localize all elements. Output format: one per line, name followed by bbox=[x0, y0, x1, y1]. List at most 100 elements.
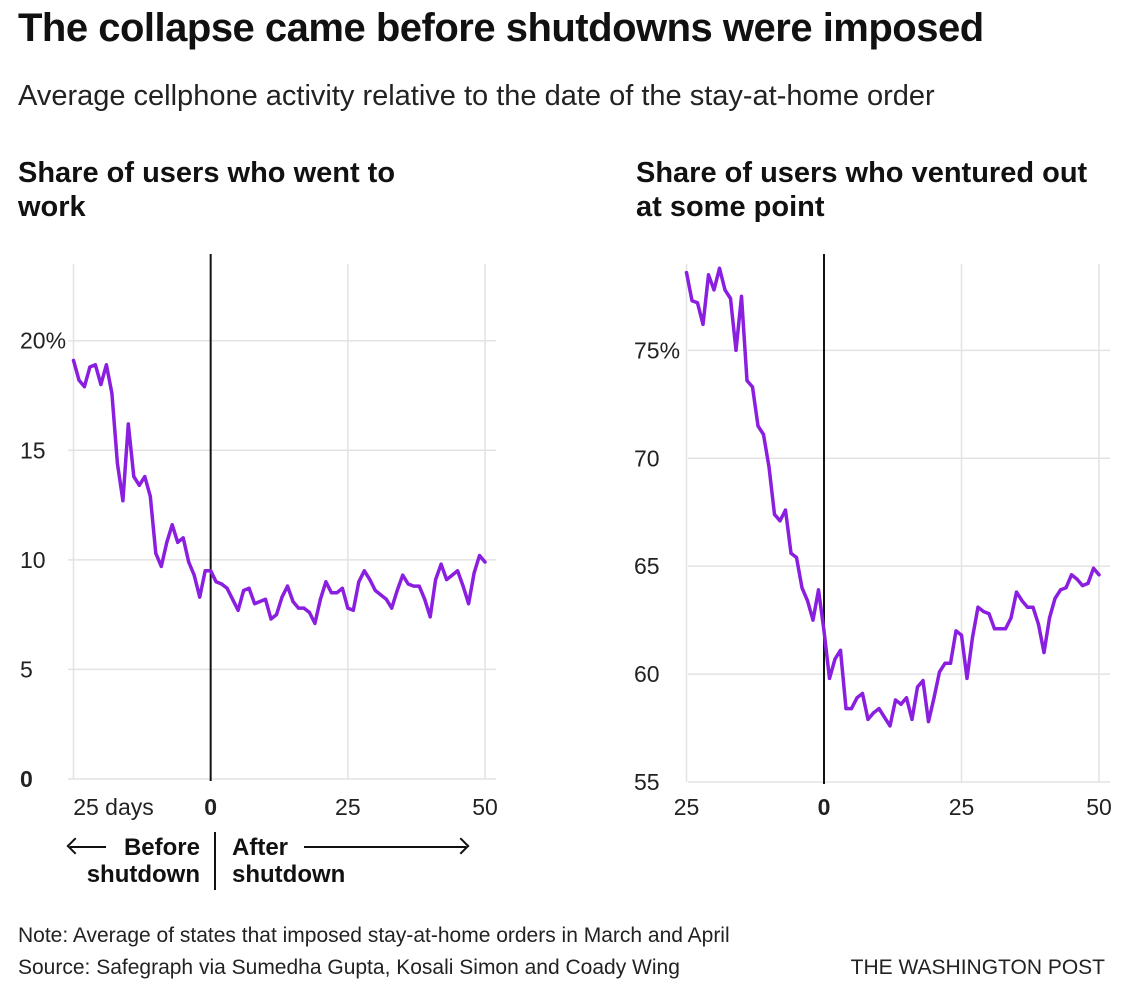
work-data-point bbox=[214, 580, 218, 584]
ventured-series-line bbox=[684, 266, 1101, 728]
ventured-data-point bbox=[827, 676, 832, 680]
work-data-point bbox=[181, 536, 185, 540]
ventured-data-point bbox=[1047, 616, 1052, 620]
work-data-point bbox=[472, 571, 476, 575]
ventured-data-point bbox=[992, 627, 997, 631]
work-data-point bbox=[434, 577, 438, 582]
ventured-data-point bbox=[739, 294, 744, 298]
work-data-point bbox=[439, 562, 443, 566]
ventured-data-point bbox=[1003, 627, 1008, 631]
work-data-point bbox=[88, 365, 92, 369]
work-data-point bbox=[165, 540, 169, 544]
work-share-chart: 0 5 10 15 20% 25 days 0 25 50 bbox=[20, 254, 498, 820]
ventured-y-tick-label: 75% bbox=[634, 337, 680, 363]
ventured-data-point bbox=[1086, 581, 1090, 586]
ventured-data-point bbox=[998, 627, 1002, 631]
right-chart-title: Share of users who ventured out at some … bbox=[636, 157, 1088, 223]
ventured-data-point bbox=[684, 271, 689, 275]
ventured-data-point bbox=[882, 715, 887, 719]
work-data-point bbox=[307, 610, 312, 615]
ventured-data-point bbox=[849, 707, 854, 711]
ventured-data-point bbox=[1075, 577, 1079, 581]
work-data-point bbox=[236, 608, 240, 612]
work-data-point bbox=[368, 577, 372, 582]
work-data-point bbox=[450, 573, 454, 577]
ventured-data-point bbox=[838, 648, 843, 652]
work-data-point bbox=[346, 606, 350, 610]
ventured-data-point bbox=[1064, 586, 1068, 590]
before-label-line2: shutdown bbox=[86, 861, 200, 888]
ventured-data-point bbox=[1031, 605, 1035, 609]
work-data-point bbox=[318, 597, 323, 601]
ventured-data-point bbox=[866, 717, 870, 722]
work-data-point bbox=[291, 599, 295, 604]
work-data-point bbox=[258, 599, 262, 604]
ventured-data-point bbox=[1042, 650, 1046, 655]
ventured-data-point bbox=[690, 299, 694, 303]
ventured-data-point bbox=[794, 555, 799, 560]
ventured-data-point bbox=[899, 702, 903, 706]
ventured-data-point bbox=[750, 385, 755, 389]
ventured-data-point bbox=[1036, 622, 1041, 627]
work-data-point bbox=[203, 569, 207, 573]
work-data-point bbox=[192, 573, 196, 577]
work-data-point bbox=[132, 474, 136, 479]
ventured-data-point bbox=[965, 676, 969, 680]
work-data-point bbox=[274, 613, 279, 617]
ventured-data-point bbox=[1058, 588, 1063, 592]
work-data-point bbox=[379, 593, 383, 597]
work-data-point bbox=[335, 591, 339, 595]
work-data-point bbox=[176, 540, 180, 544]
publisher-credit: THE WASHINGTON POST bbox=[850, 956, 1105, 979]
ventured-data-point bbox=[1009, 616, 1013, 620]
ventured-data-point bbox=[822, 629, 826, 633]
ventured-data-point bbox=[712, 288, 716, 292]
work-data-point bbox=[280, 595, 284, 599]
ventured-data-point bbox=[1097, 573, 1101, 577]
ventured-data-point bbox=[987, 612, 991, 616]
ventured-data-point bbox=[948, 661, 953, 665]
ventured-data-point bbox=[926, 719, 931, 724]
work-data-point bbox=[428, 615, 432, 619]
after-label-line1: After bbox=[232, 834, 289, 861]
work-data-point bbox=[357, 580, 361, 584]
ventured-data-point bbox=[778, 519, 782, 523]
work-data-point bbox=[461, 584, 465, 588]
ventured-data-point bbox=[888, 724, 892, 728]
work-x-tick-label: 25 days bbox=[73, 794, 154, 820]
work-data-point bbox=[417, 584, 421, 588]
ventured-data-point bbox=[937, 670, 942, 674]
work-x-tick-label: 25 bbox=[335, 794, 361, 820]
ventured-data-point bbox=[954, 629, 958, 633]
work-data-point bbox=[477, 553, 482, 558]
ventured-data-point bbox=[761, 432, 766, 437]
work-data-point bbox=[384, 597, 388, 601]
work-data-point bbox=[395, 588, 399, 593]
work-data-point bbox=[187, 560, 191, 564]
source-text: Source: Safegraph via Sumedha Gupta, Kos… bbox=[18, 956, 680, 979]
work-data-point bbox=[110, 391, 114, 395]
ventured-data-point bbox=[805, 599, 810, 603]
work-data-point bbox=[241, 588, 246, 593]
work-data-point bbox=[209, 569, 213, 573]
ventured-data-point bbox=[772, 512, 777, 516]
ventured-data-point bbox=[800, 586, 804, 590]
after-label-line2: shutdown bbox=[232, 861, 346, 888]
ventured-data-point bbox=[1069, 573, 1074, 577]
work-series-line bbox=[71, 358, 487, 626]
work-y-tick-label: 10 bbox=[20, 547, 46, 573]
work-data-point bbox=[483, 560, 487, 564]
work-data-point bbox=[247, 586, 251, 590]
ventured-data-point bbox=[959, 633, 964, 637]
work-data-point bbox=[466, 602, 471, 606]
ventured-data-point bbox=[1020, 599, 1024, 603]
ventured-y-tick-label: 55 bbox=[634, 769, 660, 795]
work-data-point bbox=[77, 378, 81, 382]
ventured-data-point bbox=[717, 266, 722, 270]
ventured-data-point bbox=[904, 696, 909, 700]
work-data-point bbox=[313, 621, 317, 626]
work-data-point bbox=[329, 591, 333, 595]
before-arrow bbox=[70, 846, 106, 848]
work-data-point bbox=[351, 608, 355, 612]
work-data-point bbox=[115, 461, 119, 466]
